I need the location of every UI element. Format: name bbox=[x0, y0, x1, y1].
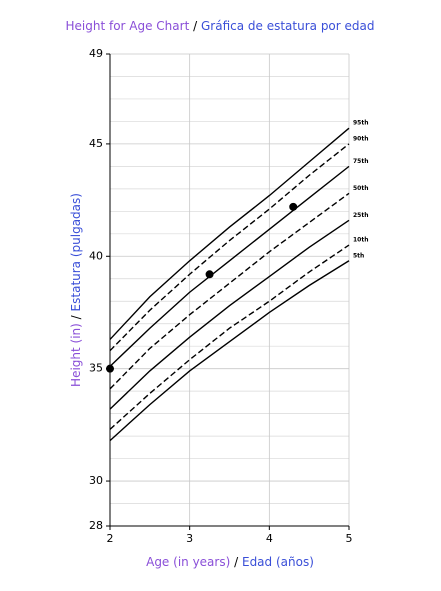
x-tick-label: 4 bbox=[266, 532, 273, 545]
y-tick-label: 35 bbox=[89, 362, 103, 375]
y-tick-label: 28 bbox=[89, 519, 103, 532]
x-label-es: Edad (años) bbox=[242, 555, 314, 569]
percentile-line bbox=[109, 165, 350, 367]
series-label: 10th bbox=[353, 237, 369, 244]
series-label: 95th bbox=[353, 120, 369, 127]
percentile-line bbox=[109, 260, 350, 442]
y-axis-label: Height (in) / Estatura (pulgadas) bbox=[69, 193, 83, 387]
percentile-line bbox=[109, 127, 350, 340]
y-label-es: Estatura (pulgadas) bbox=[69, 193, 83, 311]
data-point bbox=[205, 270, 214, 279]
title-sep: / bbox=[193, 19, 198, 33]
x-tick-label: 2 bbox=[107, 532, 114, 545]
percentile-line bbox=[109, 244, 350, 430]
percentile-line bbox=[109, 219, 350, 410]
percentile-line bbox=[109, 143, 350, 352]
y-label-sep: / bbox=[69, 314, 83, 319]
title-es: Gráfica de estatura por edad bbox=[201, 19, 375, 33]
data-point bbox=[106, 364, 114, 373]
x-label-en: Age (in years) bbox=[146, 555, 230, 569]
series-label: 75th bbox=[353, 158, 369, 165]
series-label: 90th bbox=[353, 135, 369, 142]
series-label: 5th bbox=[353, 252, 364, 259]
chart-title: Height for Age Chart / Gráfica de estatu… bbox=[65, 19, 374, 33]
series-label: 50th bbox=[353, 185, 369, 192]
x-tick-label: 5 bbox=[346, 532, 353, 545]
y-tick-label: 40 bbox=[89, 249, 103, 262]
x-axis-label: Age (in years) / Edad (años) bbox=[146, 555, 314, 569]
y-tick-label: 30 bbox=[89, 474, 103, 487]
y-tick-label: 49 bbox=[89, 47, 103, 60]
data-point bbox=[289, 202, 298, 211]
y-tick-label: 45 bbox=[89, 137, 103, 150]
percentile-line bbox=[109, 192, 350, 390]
x-label-sep: / bbox=[234, 555, 239, 569]
title-en: Height for Age Chart bbox=[65, 19, 189, 33]
x-tick-label: 3 bbox=[186, 532, 193, 545]
y-label-en: Height (in) bbox=[69, 323, 83, 387]
series-label: 25th bbox=[353, 212, 369, 219]
